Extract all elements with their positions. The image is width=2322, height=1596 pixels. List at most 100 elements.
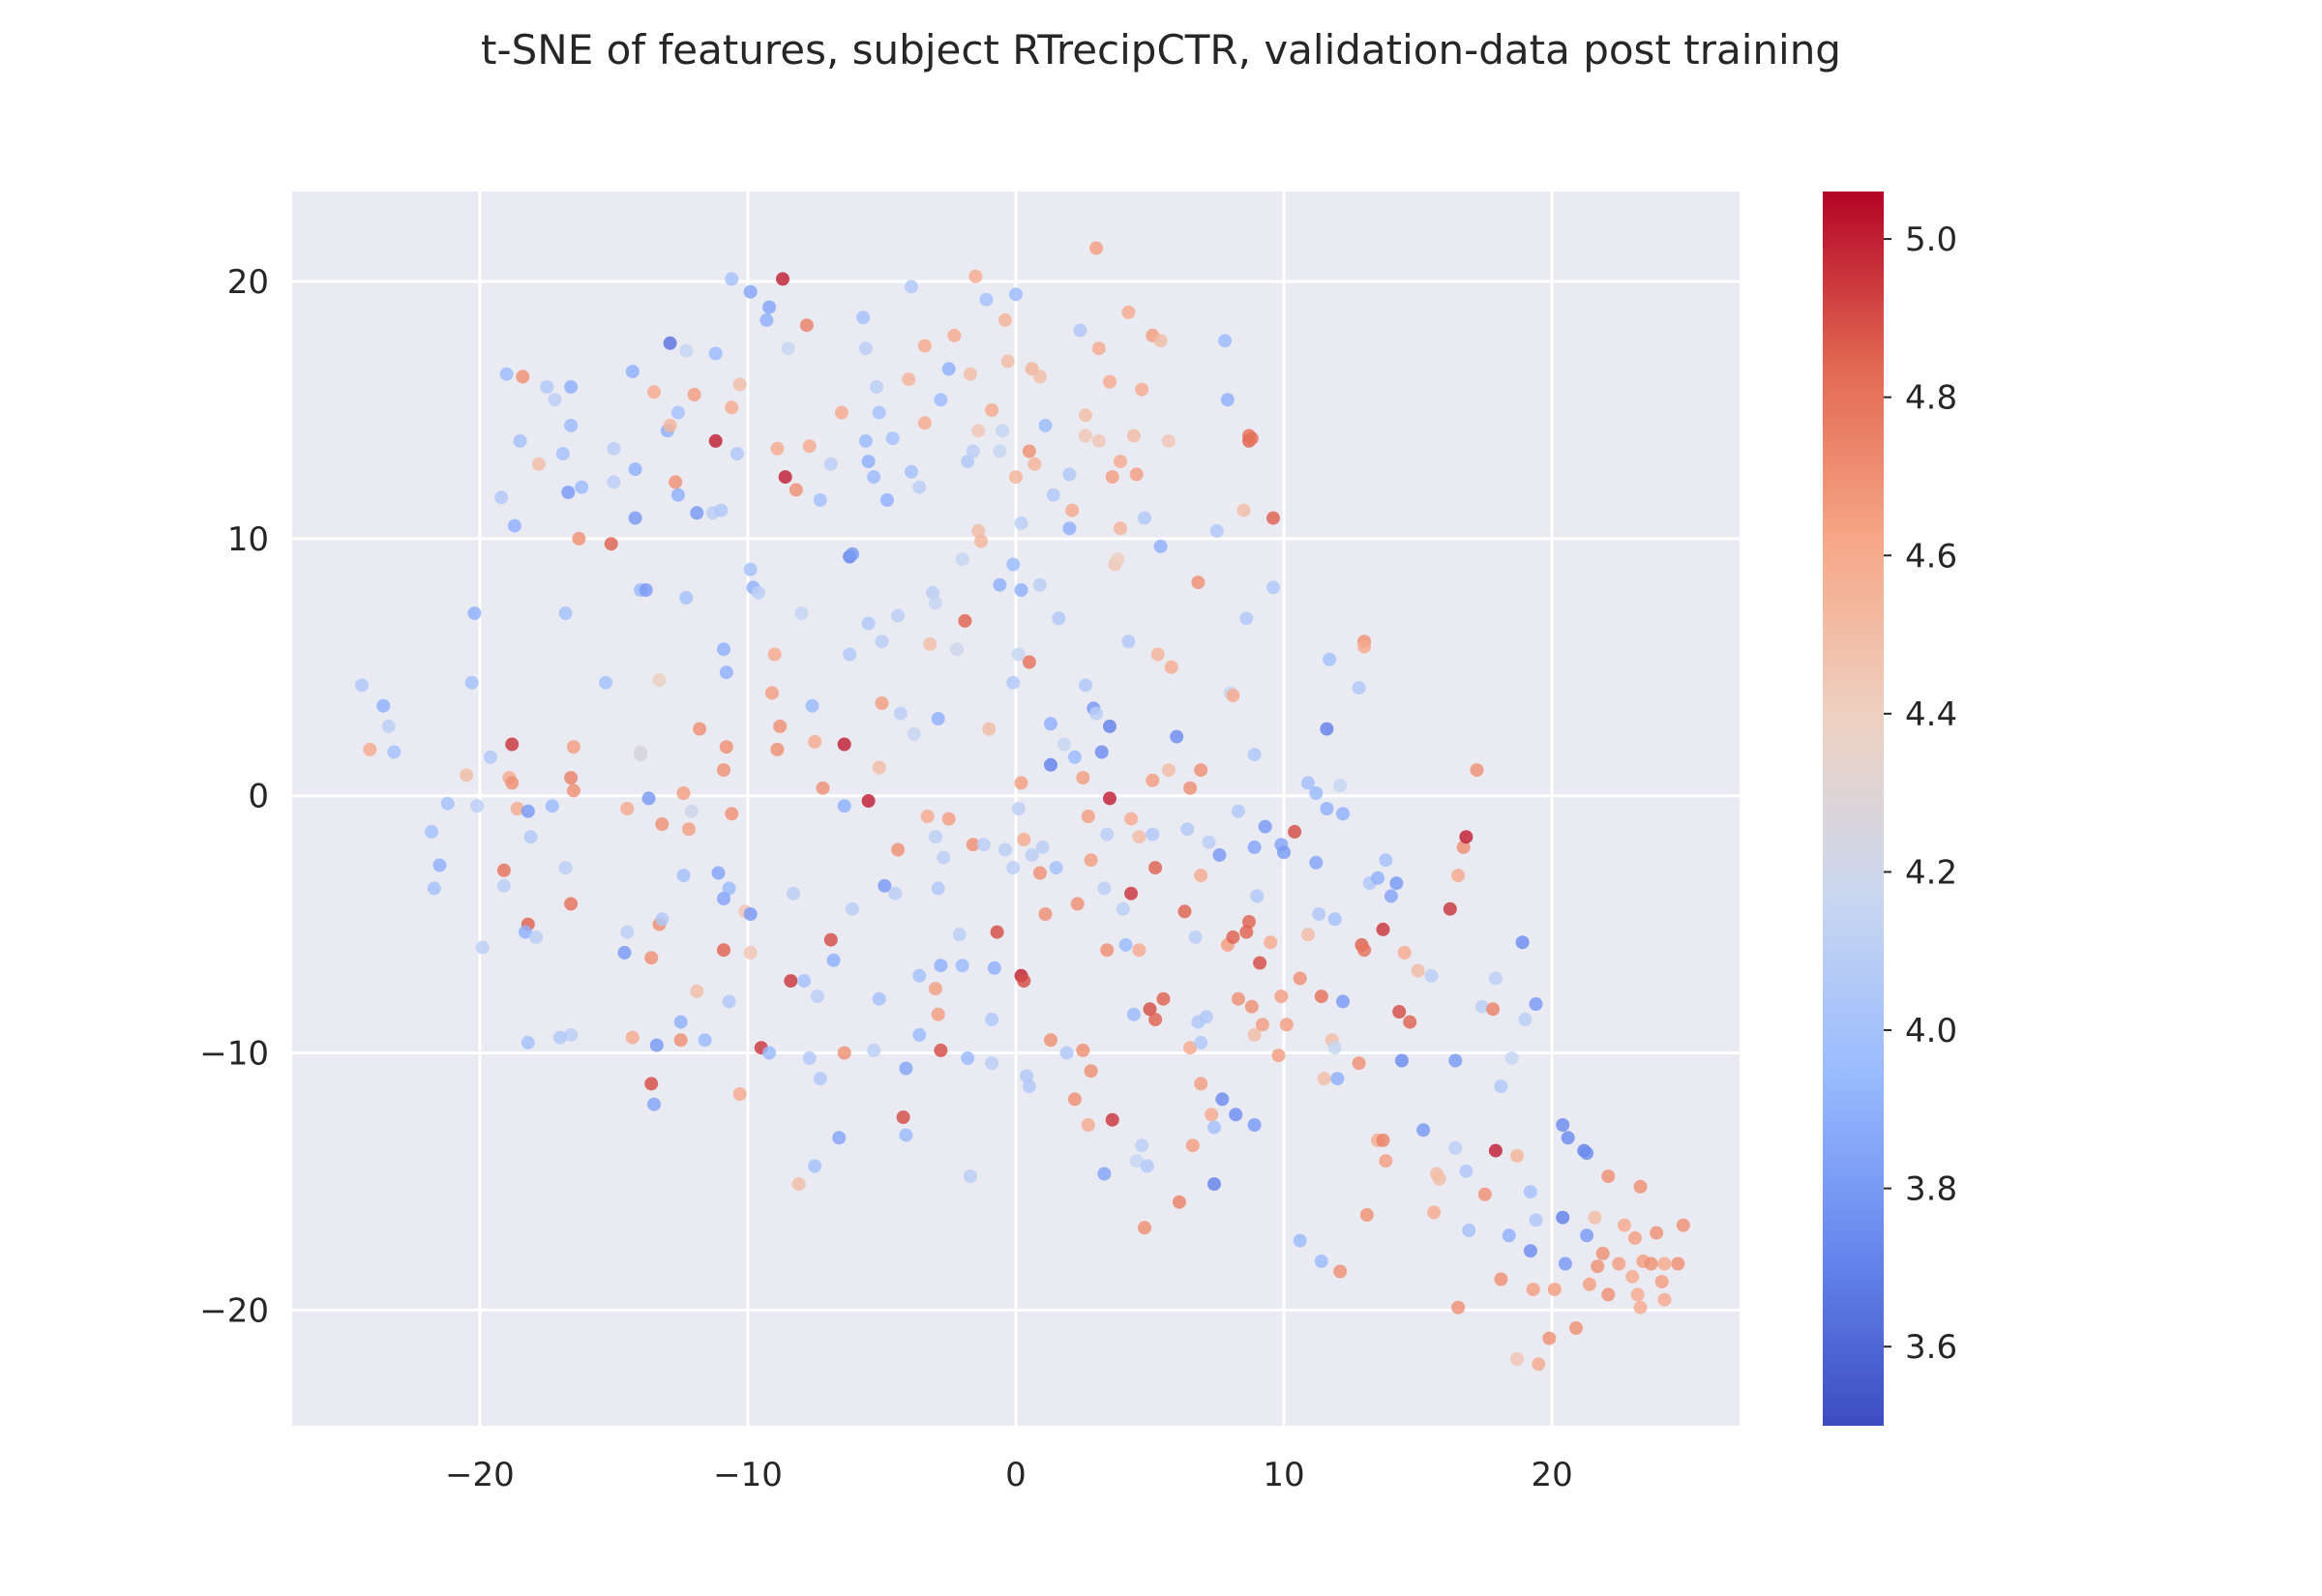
scatter-point — [974, 534, 988, 548]
scatter-point — [928, 830, 942, 844]
scatter-point — [1006, 861, 1021, 875]
colorbar-tick-label: 5.0 — [1905, 221, 1957, 259]
scatter-point — [1129, 467, 1144, 482]
scatter-point — [1247, 748, 1262, 762]
scatter-point — [1379, 1154, 1393, 1168]
scatter-point — [1194, 1035, 1208, 1049]
colorbar-tick-label: 4.4 — [1905, 695, 1957, 734]
scatter-point — [1274, 990, 1289, 1004]
scatter-point — [1504, 1050, 1519, 1065]
scatter-point — [1239, 925, 1254, 939]
scatter-point — [475, 940, 490, 955]
scatter-point — [1143, 1002, 1157, 1017]
scatter-point — [912, 1027, 927, 1042]
scatter-point — [1059, 1046, 1074, 1060]
scatter-point — [1065, 503, 1080, 517]
scatter-point — [641, 791, 656, 806]
scatter-point — [1239, 611, 1254, 626]
scatter-point — [604, 537, 618, 551]
scatter-point — [985, 1013, 999, 1026]
scatter-point — [875, 635, 889, 649]
scatter-point — [644, 951, 659, 965]
scatter-point — [1392, 1005, 1407, 1019]
scatter-point — [966, 838, 980, 852]
scatter-point — [679, 591, 694, 605]
scatter-point — [1126, 1007, 1141, 1021]
scatter-point — [743, 284, 758, 299]
scatter-point — [1529, 1213, 1543, 1227]
colorbar-tick-label: 3.8 — [1905, 1170, 1957, 1209]
scatter-point — [572, 531, 586, 546]
scatter-point — [802, 439, 817, 454]
scatter-point — [1488, 1143, 1503, 1158]
scatter-point — [993, 444, 1007, 458]
scatter-point — [926, 585, 940, 600]
scatter-points — [355, 241, 1690, 1372]
scatter-point — [725, 400, 739, 415]
scatter-point — [1194, 1077, 1208, 1091]
scatter-point — [816, 781, 830, 795]
scatter-point — [808, 1159, 822, 1173]
scatter-point — [1258, 819, 1272, 834]
scatter-point — [1448, 1140, 1463, 1155]
scatter-point — [494, 490, 509, 505]
y-tick-label: 10 — [227, 520, 269, 559]
scatter-point — [1580, 1146, 1594, 1161]
scatter-point — [823, 932, 838, 947]
scatter-point — [496, 878, 511, 893]
scatter-point — [1676, 1218, 1690, 1232]
scatter-point — [711, 866, 726, 880]
scatter-point — [1416, 1123, 1431, 1138]
scatter-point — [1038, 418, 1053, 432]
scatter-point — [708, 433, 723, 448]
scatter-point — [732, 1087, 747, 1102]
scatter-point — [985, 403, 999, 417]
scatter-point — [963, 367, 977, 381]
scatter-point — [1126, 429, 1141, 443]
scatter-point — [467, 606, 482, 620]
scatter-point — [687, 388, 701, 401]
scatter-point — [759, 312, 774, 327]
scatter-point — [1542, 1331, 1557, 1345]
x-tick-label: 20 — [1531, 1456, 1572, 1494]
scatter-point — [934, 393, 948, 407]
scatter-point — [1062, 521, 1077, 536]
scatter-point — [1138, 511, 1151, 525]
scatter-point — [1352, 681, 1366, 695]
scatter-point — [1220, 393, 1235, 407]
scatter-point — [440, 796, 455, 811]
scatter-point — [1124, 812, 1139, 826]
scatter-point — [1014, 516, 1028, 530]
scatter-point — [1394, 1053, 1409, 1068]
scatter-point — [620, 925, 635, 939]
scatter-point — [1320, 722, 1334, 736]
scatter-point — [799, 318, 814, 333]
scatter-point — [979, 292, 994, 307]
scatter-point — [1376, 922, 1390, 936]
scatter-point — [387, 745, 402, 759]
scatter-point — [797, 974, 812, 989]
scatter-point — [717, 642, 730, 657]
scatter-point — [858, 433, 873, 448]
scatter-point — [1183, 781, 1198, 795]
y-tick-label: 20 — [227, 263, 269, 302]
scatter-point — [1231, 804, 1245, 818]
scatter-point — [872, 991, 886, 1006]
scatter-point — [1017, 832, 1031, 846]
scatter-point — [376, 698, 391, 713]
scatter-point — [1488, 971, 1503, 986]
scatter-point — [655, 817, 670, 831]
scatter-point — [1076, 1043, 1090, 1057]
scatter-point — [905, 464, 918, 479]
scatter-point — [673, 1015, 688, 1029]
scatter-point — [1547, 1283, 1562, 1297]
scatter-point — [937, 850, 951, 865]
scatter-point — [1140, 1159, 1154, 1173]
scatter-point — [1231, 991, 1245, 1006]
scatter-point — [1073, 323, 1087, 338]
scatter-point — [1448, 1053, 1463, 1068]
scatter-point — [781, 341, 795, 356]
scatter-point — [1628, 1230, 1642, 1245]
scatter-point — [1456, 840, 1471, 854]
scatter-point — [1266, 580, 1280, 595]
